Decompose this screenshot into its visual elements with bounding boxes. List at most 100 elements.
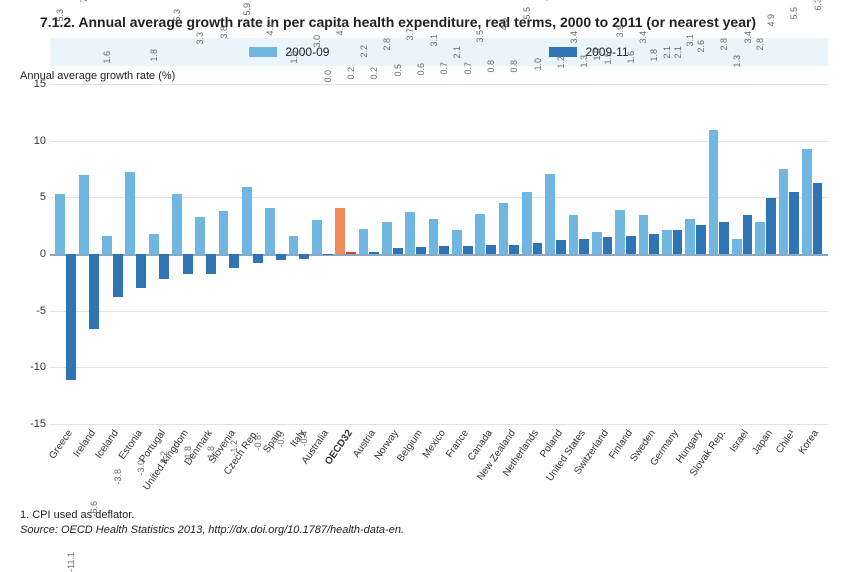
footnotes: 1. CPI used as deflator. Source: OECD He… — [20, 508, 828, 539]
country-slot: 4.10.2 — [334, 84, 357, 424]
value-label: 1.3 — [732, 55, 742, 68]
value-label: 1.5 — [603, 52, 613, 65]
country-slot: 10.92.8 — [707, 84, 730, 424]
swatch-series-a — [249, 47, 277, 57]
bar-b: 2.8 — [719, 222, 729, 254]
bar-a: 7.2 — [125, 172, 135, 254]
value-label: 3.1 — [429, 34, 439, 47]
bar-a: 3.0 — [312, 220, 322, 254]
country-slot: 2.12.1 — [661, 84, 684, 424]
chart-area: -15-10-50510155.3-11.17.0-6.61.6-3.87.2-… — [50, 84, 828, 424]
value-label: 5.5 — [522, 7, 532, 20]
value-label: 3.1 — [685, 34, 695, 47]
country-slot: 7.11.2 — [544, 84, 567, 424]
bar-a: 9.3 — [802, 149, 812, 254]
bar-b: 0.7 — [439, 246, 449, 254]
x-label: Ireland — [77, 424, 100, 502]
bar-a: 3.8 — [219, 211, 229, 254]
bar-a: 3.7 — [405, 212, 415, 254]
value-label: 1.2 — [556, 56, 566, 69]
bar-a: 1.6 — [289, 236, 299, 254]
bar-b: -0.4 — [299, 254, 309, 259]
y-tick: -5 — [22, 305, 46, 317]
value-label: 3.4 — [638, 31, 648, 44]
source-line: Source: OECD Health Statistics 2013, htt… — [20, 523, 828, 538]
value-label: 1.9 — [592, 48, 602, 61]
value-label: 5.9 — [242, 3, 252, 16]
bar-b: -6.6 — [89, 254, 99, 329]
value-label: 3.4 — [743, 31, 753, 44]
value-label: 3.0 — [312, 35, 322, 48]
value-label: 5.3 — [172, 9, 182, 22]
bar-a: 1.9 — [592, 232, 602, 254]
bar-a: 3.1 — [685, 219, 695, 254]
country-slot: 3.91.6 — [614, 84, 637, 424]
value-label: 3.7 — [405, 28, 415, 41]
value-label: 0.7 — [463, 62, 473, 75]
bar-a: 2.2 — [359, 229, 369, 254]
x-label: Japan — [754, 424, 777, 502]
value-label: 3.9 — [615, 25, 625, 38]
bar-b: 0.8 — [486, 245, 496, 254]
value-label: 4.9 — [766, 14, 776, 27]
bar-b: 0.7 — [463, 246, 473, 254]
value-label: 2.8 — [755, 38, 765, 51]
bar-b: -11.1 — [66, 254, 76, 380]
value-label: 2.1 — [452, 46, 462, 59]
chart-title: 7.1.2. Annual average growth rate in per… — [40, 14, 828, 30]
country-slot: 2.10.7 — [451, 84, 474, 424]
value-label: 1.8 — [649, 49, 659, 62]
bar-b: 0.8 — [509, 245, 519, 254]
bar-b: -3.8 — [113, 254, 123, 297]
value-label: 0.8 — [486, 60, 496, 73]
bar-a: 7.5 — [779, 169, 789, 254]
bar-b: -1.8 — [183, 254, 193, 274]
value-label: 3.5 — [475, 30, 485, 43]
bar-b: 0.6 — [416, 247, 426, 254]
value-label: 2.8 — [719, 38, 729, 51]
bar-b: -1.2 — [229, 254, 239, 268]
bar-a: 2.8 — [382, 222, 392, 254]
value-label: 7.1 — [545, 0, 555, 2]
x-label: Czech Rep. — [241, 424, 264, 502]
value-label: 1.6 — [289, 51, 299, 64]
bar-b: 1.6 — [626, 236, 636, 254]
x-label: Chile¹ — [777, 424, 800, 502]
value-label: 1.0 — [533, 58, 543, 71]
y-tick: -10 — [22, 361, 46, 373]
x-label: Iceland — [101, 424, 124, 502]
bar-b: 6.3 — [813, 183, 823, 254]
x-axis-labels: GreeceIrelandIcelandEstoniaPortugalUnite… — [54, 424, 824, 502]
value-label: -6.6 — [89, 501, 99, 517]
bar-a: 3.3 — [195, 217, 205, 254]
value-label: 0.0 — [323, 70, 333, 83]
bar-b: 0.0 — [323, 254, 333, 255]
value-label: 4.1 — [265, 23, 275, 36]
country-slot: 5.3-1.8 — [171, 84, 194, 424]
bar-a: 3.1 — [429, 219, 439, 254]
bar-b: 1.5 — [603, 237, 613, 254]
footnote-1: 1. CPI used as deflator. — [20, 508, 828, 523]
x-label: Israel — [731, 424, 754, 502]
bar-a: 5.3 — [55, 194, 65, 254]
value-label: 0.2 — [369, 67, 379, 80]
x-label: Finland — [614, 424, 637, 502]
country-slot: 1.33.4 — [731, 84, 754, 424]
bar-a: 4.1 — [335, 208, 345, 254]
value-label: 0.7 — [439, 62, 449, 75]
country-slot: 3.3-1.8 — [194, 84, 217, 424]
country-slot: 2.84.9 — [754, 84, 777, 424]
x-label: Greece — [54, 424, 77, 502]
bar-a: 5.3 — [172, 194, 182, 254]
country-slot: 1.6-0.4 — [287, 84, 310, 424]
country-slot: 5.9-0.8 — [241, 84, 264, 424]
value-label: 3.4 — [569, 31, 579, 44]
country-slot: 4.1-0.5 — [264, 84, 287, 424]
value-label: 3.8 — [219, 26, 229, 39]
bar-b: 1.3 — [579, 239, 589, 254]
bar-a: 5.5 — [522, 192, 532, 254]
bar-b: -1.8 — [206, 254, 216, 274]
x-label: Austria — [357, 424, 380, 502]
country-slot: 5.51.0 — [521, 84, 544, 424]
bar-a: 2.1 — [452, 230, 462, 254]
